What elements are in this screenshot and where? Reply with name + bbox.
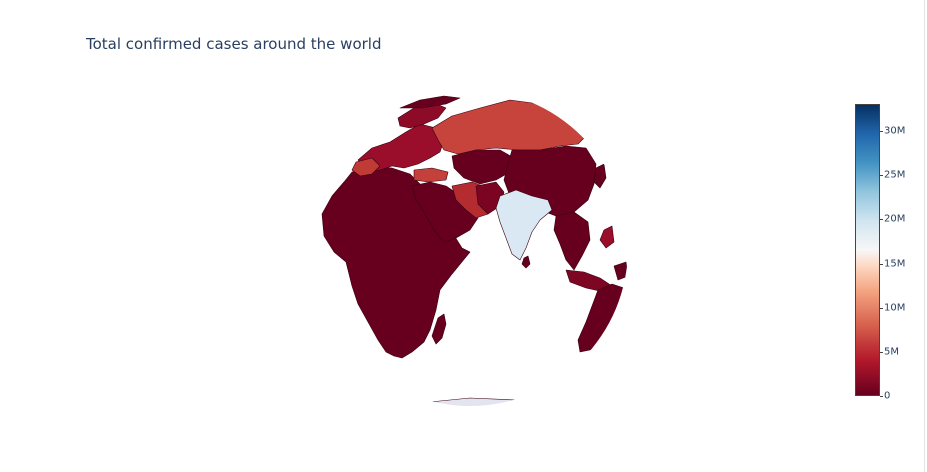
region-western-europe[interactable] [351, 157, 381, 177]
colorbar-tick [880, 175, 883, 176]
region-arctic-islands [399, 95, 461, 109]
colorbar-label-10m: 10M [884, 302, 906, 314]
colorbar-label-25m: 25M [884, 169, 906, 181]
colorbar-label-5m: 5M [884, 346, 899, 358]
region-southeast-asia[interactable] [553, 211, 591, 271]
region-australia[interactable] [577, 283, 627, 353]
colorbar-label-15m: 15M [884, 258, 906, 270]
page-edge [924, 0, 925, 472]
colorbar-tick [880, 308, 883, 309]
colorbar-tick [880, 219, 883, 220]
region-japan[interactable] [593, 163, 607, 189]
colorbar-tick [880, 131, 883, 132]
region-sri-lanka[interactable] [521, 255, 531, 269]
region-madagascar[interactable] [431, 313, 447, 345]
colorbar-label-0: 0 [884, 390, 891, 402]
region-papua[interactable] [613, 261, 628, 281]
colorbar-tick [880, 352, 883, 353]
colorbar-label-20m: 20M [884, 213, 906, 225]
region-antarctica [429, 397, 521, 406]
colorbar-tick [880, 396, 883, 397]
chart-title: Total confirmed cases around the world [86, 35, 382, 53]
region-turkey[interactable] [413, 167, 449, 183]
region-middle-east[interactable] [411, 181, 479, 243]
region-russia[interactable] [431, 99, 587, 155]
colorbar-tick [880, 264, 883, 265]
region-europe[interactable] [357, 123, 445, 173]
colorbar [855, 104, 880, 396]
region-philippines[interactable] [599, 225, 615, 249]
region-central-asia[interactable] [451, 149, 515, 185]
region-india[interactable] [495, 189, 553, 261]
colorbar-label-30m: 30M [884, 125, 906, 137]
